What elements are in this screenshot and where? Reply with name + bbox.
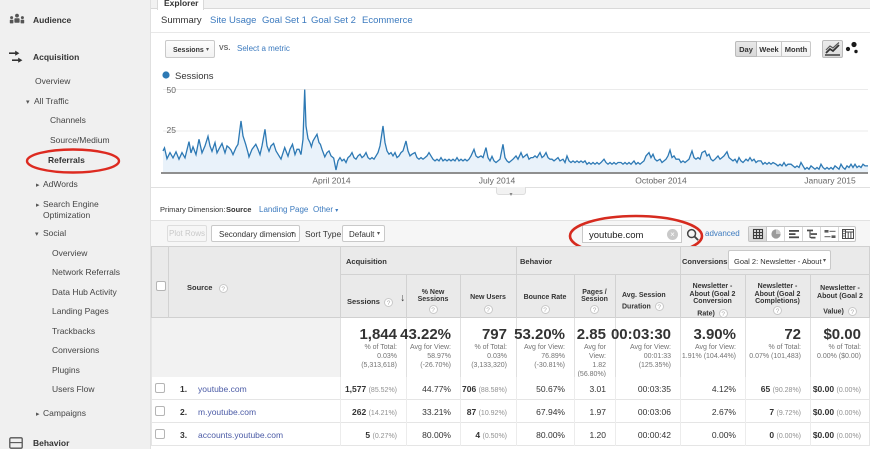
svg-text:Sessions: Sessions bbox=[175, 71, 214, 82]
svg-text:25: 25 bbox=[167, 125, 177, 135]
svg-text:January 2015: January 2015 bbox=[804, 176, 856, 186]
svg-text:July 2014: July 2014 bbox=[479, 176, 516, 186]
svg-text:50: 50 bbox=[167, 85, 177, 95]
svg-text:October 2014: October 2014 bbox=[635, 176, 687, 186]
svg-text:April 2014: April 2014 bbox=[312, 176, 351, 186]
